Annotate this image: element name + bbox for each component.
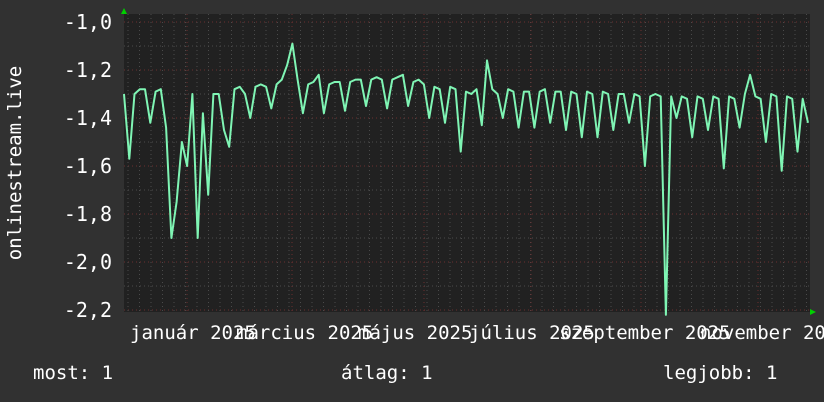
y-tick-label: -2,2 (64, 298, 112, 322)
x-tick-label: november 2025 (700, 322, 824, 344)
x-tick-label: július 2025 (469, 322, 595, 344)
x-tick-label: május 2025 (358, 322, 472, 344)
y-tick-label: -1,2 (64, 58, 112, 82)
x-tick-label: szeptember 2025 (559, 322, 731, 344)
legend-max: legjobb: 1 (663, 362, 778, 384)
legend-current: most: 1 (33, 362, 114, 384)
series-line (123, 42, 809, 316)
y-tick-label: -1,8 (64, 202, 112, 226)
grid (124, 14, 810, 312)
y-tick-label: -1,6 (64, 154, 112, 178)
plot-area (124, 14, 810, 312)
x-tick-label: január 2025 (130, 322, 256, 344)
x-axis-arrow-icon (810, 309, 816, 315)
y-axis-arrow-icon (121, 8, 127, 14)
y-tick-label: -1,4 (64, 106, 112, 130)
x-tick-label: március 2025 (236, 322, 373, 344)
legend-average: átlag: 1 (341, 362, 433, 384)
y-tick-label: -1,0 (64, 10, 112, 34)
y-tick-label: -2,0 (64, 250, 112, 274)
y-axis-label: onlinestream.live (4, 66, 26, 260)
y-axis-ticks: -1,0 -1,2 -1,4 -1,6 -1,8 -2,0 -2,2 (64, 10, 112, 322)
